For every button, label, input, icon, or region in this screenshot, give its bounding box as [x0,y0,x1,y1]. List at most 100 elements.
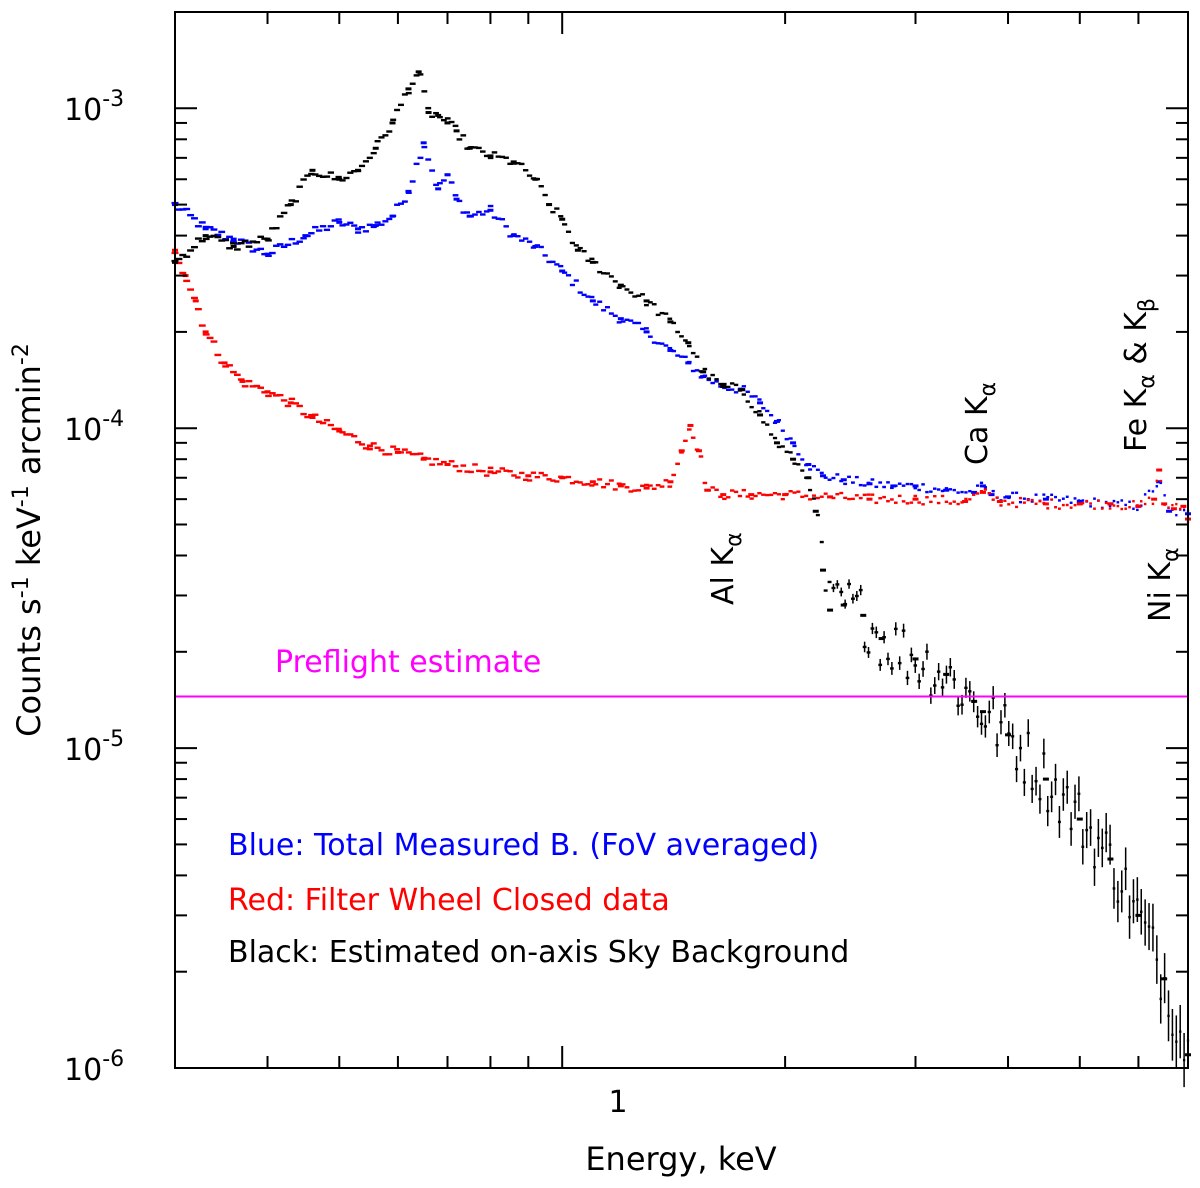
data-point [943,488,950,492]
bin-marker [374,139,381,143]
bin-marker [339,179,346,182]
bin-marker [202,333,210,336]
bin-marker [1100,507,1104,510]
bin-marker [433,111,439,115]
bin-marker [1073,503,1077,507]
bin-marker [1030,500,1034,503]
bin-marker [917,488,921,492]
bin-marker [546,260,552,264]
bin-marker [979,481,984,484]
bin-marker [483,474,490,477]
data-point [678,449,685,453]
bin-marker [538,471,544,475]
bin-marker [460,134,467,137]
bin-marker [440,118,447,122]
bin-marker [398,451,404,454]
bin-marker [933,487,937,490]
bin-marker [530,177,537,180]
bin-marker [273,244,280,247]
bin-marker [569,481,575,485]
bin-marker [515,162,521,165]
bin-marker [476,210,482,214]
bin-marker [257,247,265,251]
bin-marker [558,215,564,218]
bin-marker [398,202,404,205]
bin-marker [530,471,537,474]
data-point [827,608,834,612]
bin-marker [815,513,820,517]
bin-marker [382,134,389,137]
bin-marker [288,397,296,401]
bin-marker [999,504,1003,507]
bin-marker [183,207,191,211]
bin-marker [757,491,762,495]
bin-marker [585,295,591,298]
bin-marker [612,314,618,318]
bin-marker [745,400,750,403]
bin-marker [640,293,645,296]
bin-marker [944,487,949,490]
bin-marker [300,178,307,181]
bin-marker [351,169,358,173]
bin-marker [878,497,883,500]
data-point [1156,468,1163,472]
bin-marker [358,443,366,446]
x-axis-label: Energy, keV [585,1140,776,1178]
bin-marker [327,225,334,228]
data-point [890,484,897,488]
bin-marker [562,271,568,274]
bin-marker [890,498,894,501]
bin-marker [366,156,373,160]
bin-marker [897,482,902,485]
bin-marker [1018,496,1022,500]
bin-marker [230,370,237,374]
bin-marker [198,240,206,243]
bin-marker [686,344,692,348]
bin-marker [464,147,471,150]
bin-marker [437,115,443,119]
bin-marker [936,501,941,505]
bin-marker [690,351,696,355]
bin-marker [562,476,568,479]
bin-marker [472,463,478,466]
bin-marker [827,580,832,584]
bin-marker [917,501,921,504]
data-point [1170,507,1177,511]
bin-marker [683,355,688,359]
bin-marker [515,476,521,479]
bin-marker [706,378,712,382]
bin-marker [1093,497,1096,500]
bin-marker [792,491,797,494]
bin-marker [808,488,813,492]
bin-marker [585,483,591,486]
bin-marker [972,493,976,496]
bin-marker [608,275,614,278]
bin-marker [706,489,712,492]
bin-marker [686,360,692,364]
bin-marker [741,488,747,492]
bin-marker [612,280,618,283]
bin-marker [1155,485,1159,488]
bin-marker [214,233,222,237]
bin-marker [331,219,338,222]
bin-marker [191,245,198,249]
data-point [510,160,517,164]
bin-marker [1108,507,1112,510]
bin-marker [355,441,362,444]
bin-marker [788,451,793,454]
bin-marker [390,214,397,218]
bin-marker [1108,504,1112,508]
bin-marker [632,321,638,325]
bin-marker [784,450,789,454]
bin-marker [909,482,914,486]
bin-marker [374,446,381,449]
y-tick-label: 10-6 [64,1047,124,1088]
bin-marker [534,244,540,247]
bin-marker [1182,508,1186,512]
series-layer [171,70,1191,1088]
bin-marker [925,496,929,499]
bin-marker [273,394,280,397]
data-point [667,480,674,484]
bin-marker [956,502,960,506]
data-point [525,474,532,478]
